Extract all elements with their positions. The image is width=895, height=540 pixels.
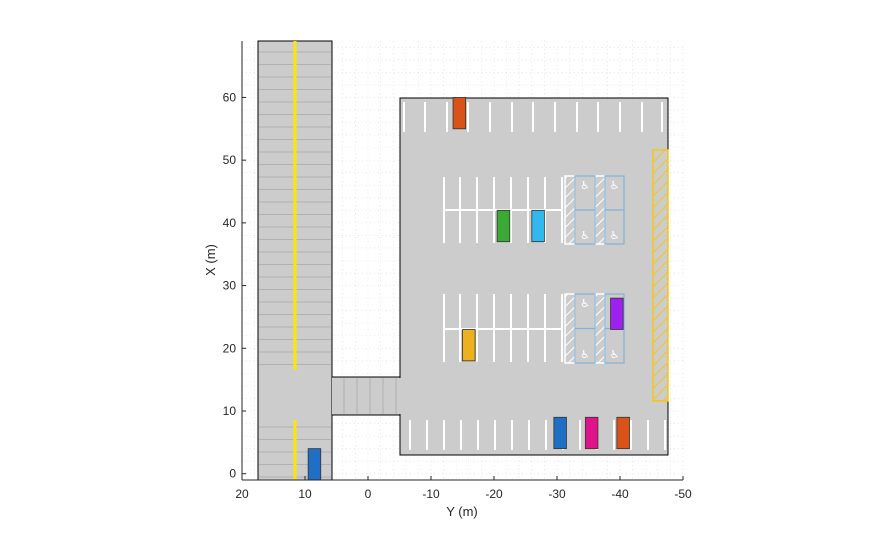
wheelchair-icon: ♿ [580,179,590,192]
y-tick-label: 40 [223,216,237,230]
x-axis-label: Y (m) [446,504,478,519]
access-aisle [564,293,576,364]
wheelchair-icon: ♿ [580,348,590,361]
x-tick-label: -10 [422,487,440,501]
access-aisle [564,175,576,245]
vehicle [610,297,624,330]
x-tick-label: -50 [674,487,692,501]
wheelchair-icon: ♿ [610,229,620,242]
y-tick-label: 60 [223,90,237,104]
y-tick-label: 0 [229,467,236,481]
y-tick-label: 10 [223,404,237,418]
access-aisle [594,293,606,364]
y-tick-label: 50 [223,153,237,167]
wheelchair-icon: ♿ [580,229,590,242]
connector-road [332,377,400,415]
vehicles [307,97,630,481]
vehicle [553,416,567,450]
access-aisle [594,175,606,245]
vehicle [307,448,322,481]
y-tick-label: 30 [223,279,237,293]
y-axis-label: X (m) [203,244,218,276]
loading-zone [652,149,669,402]
vehicle [531,209,545,243]
wheelchair-icon: ♿ [580,297,590,310]
parking-lot [399,97,669,456]
wheelchair-icon: ♿ [610,179,620,192]
x-tick-label: 20 [235,487,249,501]
x-tick-label: -20 [485,487,503,501]
crosswalk [343,378,397,414]
parking-space-lines [403,102,666,450]
vehicle [462,329,476,362]
x-tick-label: -30 [548,487,566,501]
vehicle [584,416,599,450]
accessible-spaces: ♿♿♿♿♿♿♿♿ [564,175,625,364]
x-tick-label: 0 [365,487,372,501]
y-tick-label: 20 [223,341,237,355]
x-tick-label: -40 [611,487,629,501]
vehicle [452,97,467,130]
vehicle [496,209,511,243]
map-layer: ♿♿♿♿♿♿♿♿ [257,40,669,481]
wheelchair-icon: ♿ [610,348,620,361]
x-tick-label: 10 [298,487,312,501]
vehicle [616,416,630,450]
